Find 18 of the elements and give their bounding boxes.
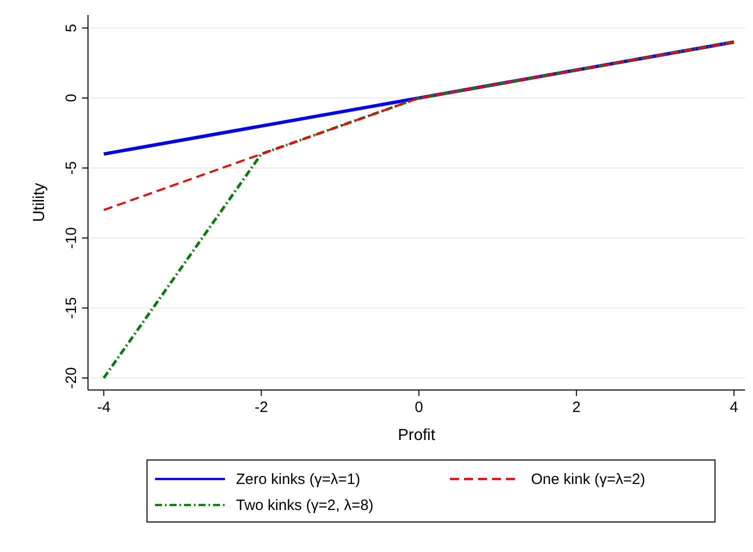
y-tick-label: -5 bbox=[63, 161, 80, 175]
x-tick-label: 2 bbox=[572, 399, 581, 416]
line-series bbox=[102, 40, 736, 380]
legend-label: Zero kinks (γ=λ=1) bbox=[236, 471, 360, 488]
line-series bbox=[102, 41, 735, 211]
y-axis-title: Utility bbox=[31, 182, 48, 222]
x-tick-label: 4 bbox=[730, 399, 738, 416]
x-tick-label: 0 bbox=[414, 399, 424, 416]
x-tick-label: -4 bbox=[97, 399, 110, 416]
legend-label: One kink (γ=λ=2) bbox=[531, 471, 646, 488]
y-tick-label: -15 bbox=[63, 297, 80, 319]
legend-label: Two kinks (γ=2, λ=8) bbox=[236, 497, 374, 514]
y-tick-label: -20 bbox=[63, 367, 80, 389]
x-axis-title: Profit bbox=[398, 427, 436, 444]
x-tick-label: -2 bbox=[254, 399, 268, 416]
y-tick-label: 0 bbox=[63, 94, 80, 102]
y-tick-label: -10 bbox=[63, 227, 80, 249]
y-tick-label: 5 bbox=[63, 24, 80, 32]
